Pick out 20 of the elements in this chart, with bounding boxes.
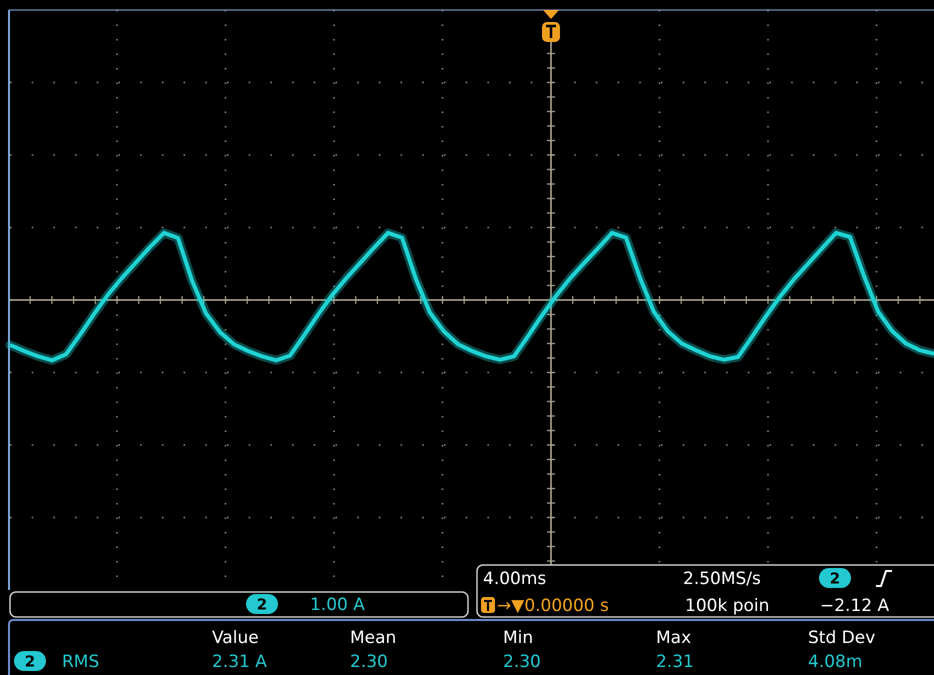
text: 2.30 — [503, 652, 541, 672]
text: 4.08m — [808, 652, 862, 672]
text: Mean — [350, 628, 396, 648]
text: Value — [212, 628, 259, 648]
text: →▼0.00000 s — [497, 596, 610, 616]
text: 2.30 — [350, 652, 388, 672]
text: Std Dev — [808, 628, 876, 648]
text: 2 — [24, 652, 36, 670]
text: 2.31 — [656, 652, 694, 672]
text: 2 — [256, 595, 268, 614]
text: Min — [503, 628, 534, 648]
text: 2 — [830, 569, 840, 588]
text: Max — [656, 628, 692, 648]
text: 100k poin — [685, 596, 770, 616]
text: RMS — [62, 652, 100, 672]
text: −2.12 A — [820, 596, 890, 616]
text: 1.00 A — [310, 595, 366, 616]
text: 4.00ms — [483, 569, 546, 590]
text: 2.31 A — [212, 652, 268, 672]
text: 2.50MS/s — [683, 569, 762, 590]
